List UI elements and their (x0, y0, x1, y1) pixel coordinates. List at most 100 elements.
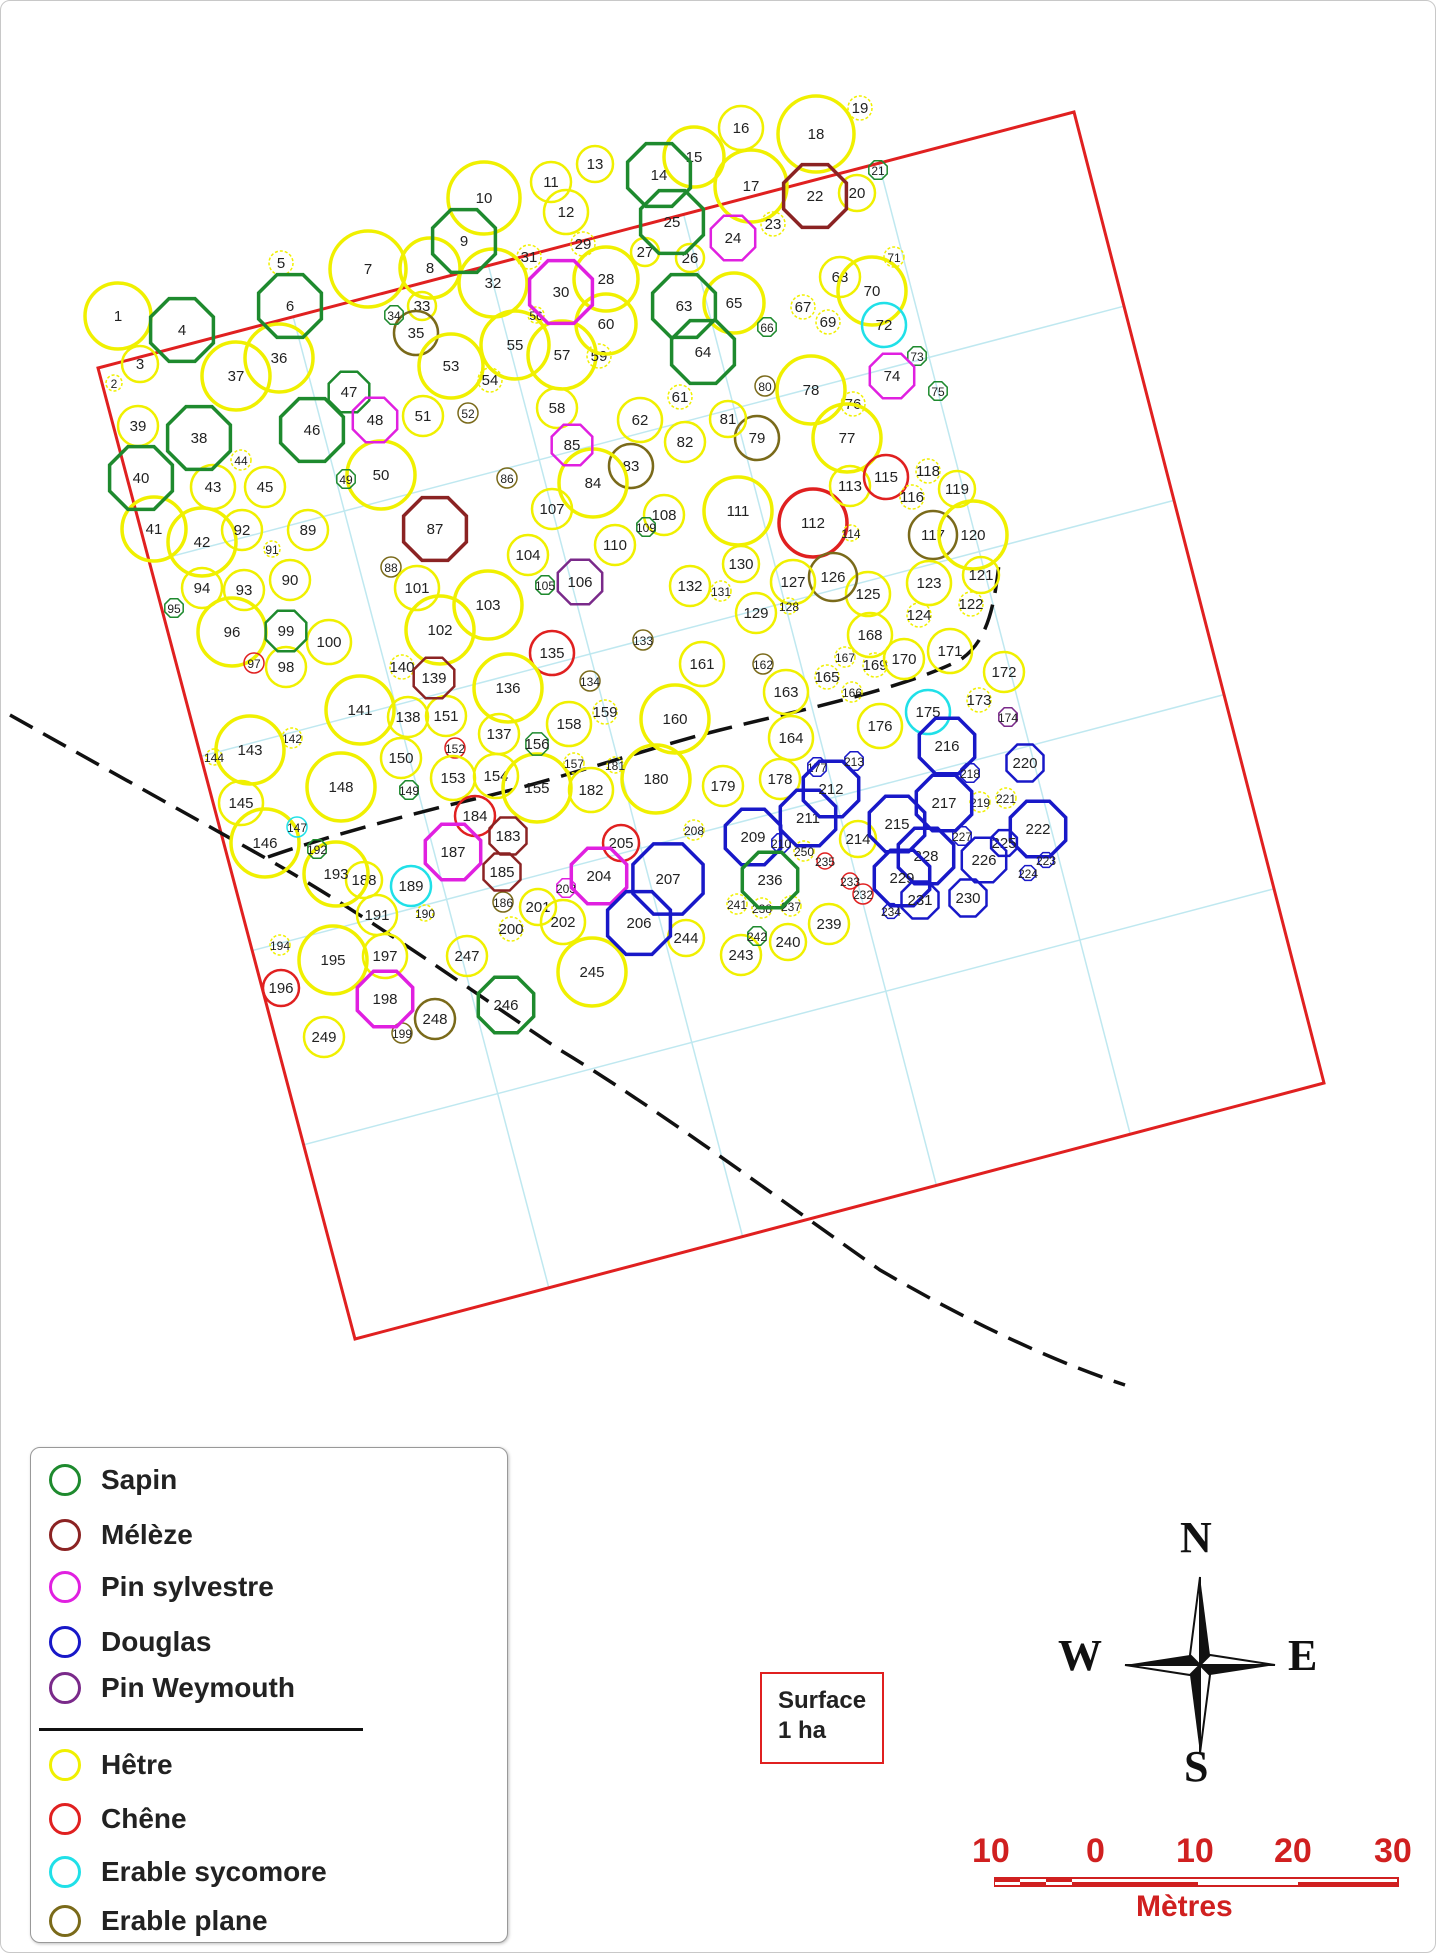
tree-crown-circle (642, 493, 686, 537)
tree-number: 213 (844, 755, 864, 769)
tree-marker: 37 (200, 340, 272, 412)
tree-marker: 5 (268, 250, 294, 276)
tree-crown-octagon (1037, 851, 1055, 869)
tree-number: 185 (489, 864, 514, 881)
tree-marker: 176 (856, 702, 904, 750)
legend-swatch-sapin (49, 1464, 81, 1496)
tree-marker: 22 (781, 162, 849, 230)
tree-crown-circle (401, 394, 445, 438)
tree-marker: 89 (286, 508, 330, 552)
tree-number: 16 (733, 120, 750, 137)
tree-crown-circle (995, 787, 1017, 809)
tree-marker: 245 (556, 936, 628, 1008)
tree-crown-octagon (747, 926, 767, 946)
tree-number: 148 (328, 779, 353, 796)
tree-number: 179 (710, 778, 735, 795)
tree-crown-circle (563, 752, 585, 774)
tree-number: 233 (840, 875, 860, 889)
tree-marker: 209 (723, 807, 783, 867)
tree-marker: 24 (709, 214, 757, 262)
tree-number: 43 (205, 479, 222, 496)
tree-marker: 190 (415, 904, 435, 922)
tree-marker: 20 (837, 173, 877, 213)
tree-crown-circle (417, 332, 485, 400)
tree-number: 219 (970, 796, 990, 810)
tree-number: 45 (257, 479, 274, 496)
tree-number: 209 (740, 829, 765, 846)
tree-marker: 122 (958, 591, 984, 617)
legend-item-erable-plane: Erable plane (49, 1901, 268, 1941)
tree-number: 69 (820, 314, 837, 331)
tree-marker: 161 (678, 640, 726, 688)
tree-crown-circle (844, 570, 892, 618)
tree-number: 211 (796, 810, 820, 827)
tree-number: 240 (775, 934, 800, 951)
tree-number: 220 (1012, 755, 1037, 772)
tree-crown-octagon (631, 842, 705, 916)
tree-marker: 214 (838, 819, 878, 859)
tree-marker: 218 (960, 763, 980, 783)
legend-label: Hêtre (101, 1749, 173, 1780)
tree-marker: 103 (452, 569, 524, 641)
legend-item-erable-sycomore: Erable sycomore (49, 1852, 327, 1892)
grid-line (878, 163, 1131, 1135)
tree-number: 55 (507, 337, 524, 354)
tree-number: 205 (608, 835, 633, 852)
tree-marker: 138 (386, 695, 430, 739)
tree-number: 206 (626, 915, 651, 932)
legend-swatch-erable-plane (49, 1905, 81, 1937)
tree-marker: 21 (868, 160, 888, 180)
tree-number: 245 (579, 964, 604, 981)
tree-number: 192 (307, 843, 327, 857)
tree-number: 98 (278, 659, 295, 676)
tree-crown-circle (496, 467, 518, 489)
legend-label: Sapin (101, 1464, 178, 1495)
tree-marker: 61 (667, 384, 693, 410)
tree-crown-circle (574, 292, 638, 356)
tree-number: 82 (677, 434, 694, 451)
tree-marker: 115 (862, 453, 910, 501)
tree-number: 184 (462, 808, 487, 825)
tree-crown-circle (230, 449, 252, 471)
tree-number: 130 (728, 556, 753, 573)
tree-crown-circle (229, 807, 301, 879)
tree-number: 42 (194, 534, 211, 551)
tree-number: 152 (445, 742, 465, 756)
tree-marker: 36 (243, 322, 315, 394)
tree-number: 91 (265, 543, 279, 557)
tree-number: 83 (623, 458, 640, 475)
tree-marker: 71 (883, 246, 905, 268)
tree-number: 140 (389, 659, 414, 676)
tree-number: 25 (664, 214, 681, 231)
legend-label: Erable plane (101, 1905, 268, 1936)
tree-marker: 179 (701, 764, 745, 808)
tree-marker: 53 (417, 332, 485, 400)
tree-crown-circle (606, 756, 624, 774)
tree-marker: 99 (264, 609, 308, 653)
tree-marker: 239 (807, 902, 851, 946)
tree-crown-circle (620, 743, 692, 815)
tree-crown-octagon (256, 272, 324, 340)
legend-swatch-hetre (49, 1749, 81, 1781)
tree-marker: 212 (801, 759, 861, 819)
tree-crown-circle (905, 559, 953, 607)
tree-number: 215 (884, 816, 909, 833)
tree-marker: 186 (492, 891, 514, 913)
tree-marker: 30 (527, 258, 595, 326)
tree-marker: 19 (847, 95, 873, 121)
tree-number: 109 (636, 521, 656, 535)
legend-swatch-chene (49, 1803, 81, 1835)
tree-number: 50 (373, 467, 390, 484)
tree-marker: 222 (1008, 799, 1068, 859)
tree-crown-octagon (638, 188, 706, 256)
tree-crown-circle (472, 652, 544, 724)
tree-marker: 163 (762, 668, 810, 716)
tree-number: 207 (655, 871, 680, 888)
tree-marker: 119 (937, 469, 977, 509)
tree-marker: 141 (324, 674, 396, 746)
tree-number: 194 (270, 939, 290, 953)
tree-number: 126 (820, 569, 845, 586)
tree-crown-circle (882, 637, 926, 681)
tree-crown-circle (663, 420, 707, 464)
tree-number: 12 (558, 204, 575, 221)
